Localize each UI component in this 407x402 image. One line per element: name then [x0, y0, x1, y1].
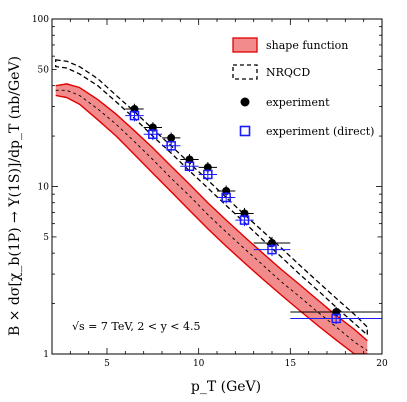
shape-function-upper-edge [55, 83, 368, 342]
plot-area [55, 59, 382, 354]
legend-label-experiment-direct: experiment (direct) [266, 125, 374, 138]
experiment-point [203, 163, 212, 172]
y-tick-label: 50 [38, 65, 50, 75]
x-axis-label: p_T (GeV) [191, 379, 261, 395]
x-tick-label: 15 [285, 359, 297, 369]
experiment-direct-point [184, 161, 195, 172]
legend-marker-experiment [240, 97, 250, 107]
x-tick-label: 5 [104, 359, 110, 369]
y-axis-label: B × dσ[χ_b(1P) → Υ(1S)]/dp_T (nb/GeV) [7, 56, 23, 336]
experiment-direct-point [331, 313, 341, 324]
legend-label-experiment: experiment [266, 96, 330, 109]
experiment-point [167, 133, 176, 142]
experiment-point [148, 123, 157, 132]
y-tick-label: 10 [38, 183, 50, 193]
x-tick-label: 10 [193, 359, 205, 369]
x-tick-label: 20 [376, 359, 388, 369]
legend: shape function NRQCD experiment experime… [232, 37, 374, 138]
shape-function-lower-edge [55, 94, 368, 354]
legend-label-shape-function: shape function [266, 39, 348, 52]
experiment-direct-point [239, 215, 250, 225]
y-tick-label: 5 [43, 233, 49, 243]
legend-label-nrqcd: NRQCD [266, 66, 310, 79]
experiment-point [185, 155, 194, 164]
experiment-direct-point [267, 244, 277, 255]
experiment-direct-point [203, 169, 213, 180]
shape-function-band [55, 83, 368, 354]
legend-marker-experiment-direct [239, 125, 251, 137]
shape-function-central-line [55, 89, 368, 351]
experiment-direct-point [148, 129, 158, 140]
experiment-direct-point [166, 141, 176, 151]
legend-swatch-shape-function [232, 37, 258, 53]
legend-swatch-nrqcd [232, 64, 258, 80]
energy-rapidity-annotation: √s = 7 TeV, 2 < y < 4.5 [72, 320, 201, 333]
experiment-direct-point [221, 192, 231, 203]
experiment-direct-point [129, 110, 140, 121]
y-tick-label: 1 [43, 350, 49, 360]
y-tick-label: 100 [32, 15, 49, 25]
